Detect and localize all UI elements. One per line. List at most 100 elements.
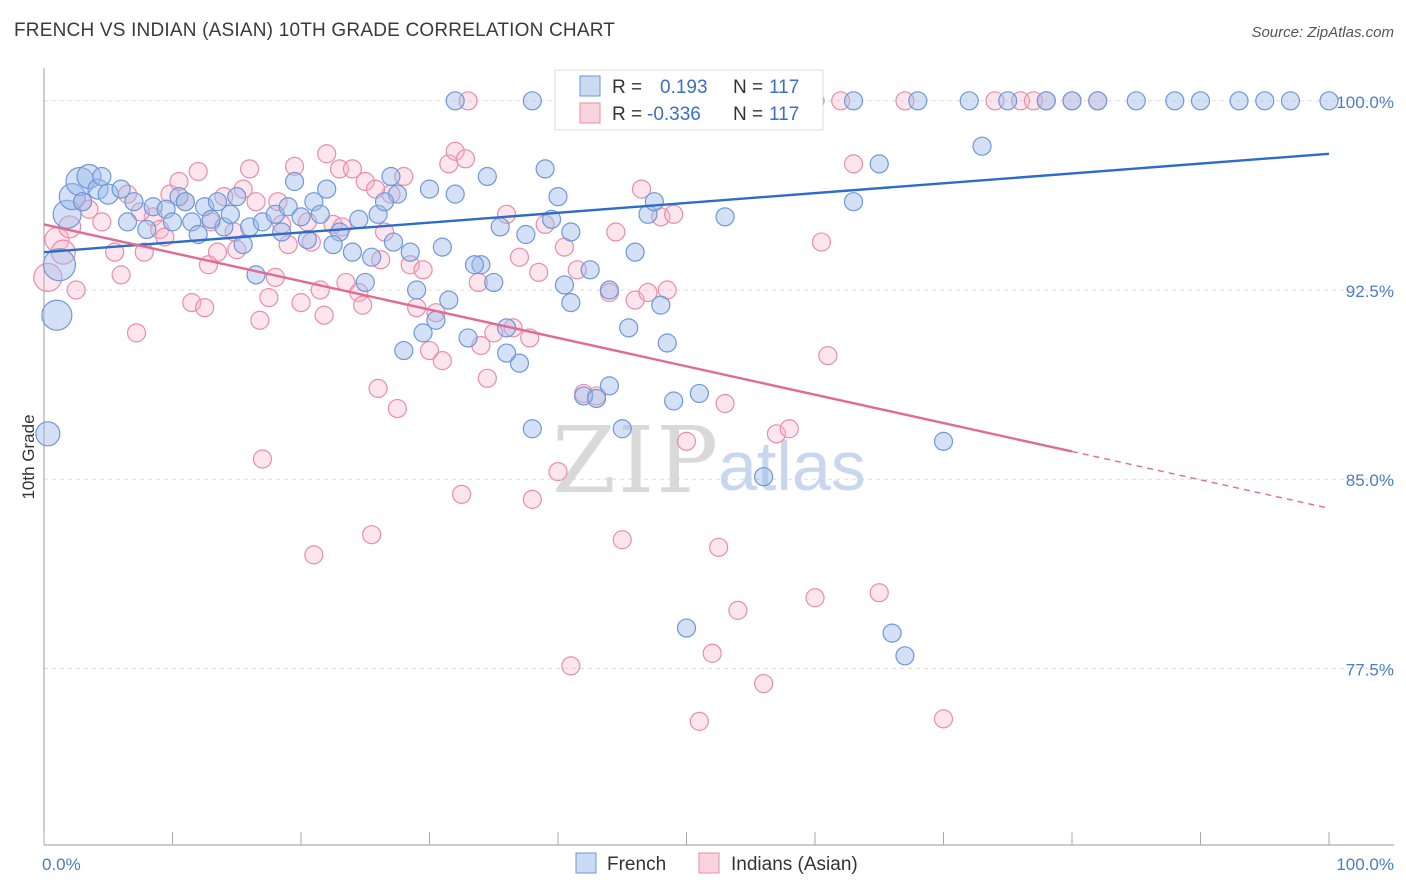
data-point <box>843 91 864 111</box>
data-point <box>387 398 407 419</box>
legend-r-label-french: R = <box>612 77 642 98</box>
data-point <box>291 207 311 227</box>
y-tick-label: 77.5% <box>1346 660 1394 679</box>
data-point <box>92 166 112 187</box>
data-point <box>272 222 292 242</box>
data-point <box>522 489 542 509</box>
data-point <box>657 333 677 353</box>
data-point <box>869 154 889 174</box>
data-point <box>1036 91 1056 111</box>
y-axis-label: 10th Grade <box>19 414 38 499</box>
data-point <box>227 187 247 207</box>
data-point <box>561 222 581 242</box>
data-point <box>162 212 183 232</box>
data-point <box>368 378 388 398</box>
data-point <box>689 711 709 731</box>
series-indians-asian <box>33 91 1108 731</box>
data-point <box>554 275 575 295</box>
data-point <box>599 280 620 300</box>
data-point <box>97 183 119 205</box>
data-point <box>529 262 549 282</box>
data-point <box>535 159 555 179</box>
data-point <box>522 91 542 111</box>
data-point <box>124 192 144 212</box>
data-point <box>455 149 476 169</box>
data-point <box>753 673 774 694</box>
data-point <box>419 179 440 199</box>
data-point <box>342 242 362 262</box>
watermark-zip: ZIP <box>552 407 720 514</box>
data-point <box>182 293 202 313</box>
data-point <box>169 171 189 192</box>
data-point <box>58 183 86 211</box>
data-point <box>586 388 607 409</box>
data-point <box>233 179 253 199</box>
data-point <box>383 232 404 252</box>
data-point <box>394 340 414 361</box>
data-point <box>117 212 138 232</box>
data-point <box>895 646 915 666</box>
legend-r-label-indian: R = <box>612 104 642 125</box>
axes <box>43 68 1394 846</box>
data-point <box>959 91 979 111</box>
data-point <box>130 202 150 222</box>
data-point <box>332 217 352 237</box>
data-point <box>477 166 497 187</box>
data-point <box>246 265 266 285</box>
data-point <box>439 290 459 310</box>
data-point <box>374 192 395 212</box>
data-point <box>452 484 472 504</box>
data-point <box>497 343 517 363</box>
data-point <box>314 305 334 325</box>
data-point <box>304 192 324 212</box>
data-point <box>548 187 568 207</box>
data-point <box>612 419 632 439</box>
data-point <box>638 282 658 303</box>
bottom-legend-label-french: French <box>607 854 666 875</box>
data-point <box>1088 91 1108 111</box>
y-tick-labels: 100.0% 92.5% 85.0% 77.5% <box>1336 93 1394 680</box>
data-point <box>169 187 189 207</box>
legend-swatch-indian <box>579 102 601 124</box>
source-label: Source: ZipAtlas.com <box>1251 24 1394 41</box>
y-tick-label: 85.0% <box>1346 471 1394 490</box>
data-point <box>509 247 530 267</box>
trend-lines <box>43 152 1330 509</box>
data-point <box>471 255 491 275</box>
data-point <box>188 161 208 182</box>
data-point <box>625 242 645 262</box>
data-point <box>1255 91 1275 111</box>
data-point <box>1126 91 1146 111</box>
stats-legend: R = 0.193 N = 117 R = -0.336 N = 117 <box>554 69 824 131</box>
data-point <box>1062 91 1082 111</box>
data-point <box>362 525 382 545</box>
bottom-legend-swatch-french <box>575 852 597 874</box>
data-point <box>111 265 131 285</box>
data-point <box>207 192 228 212</box>
data-point <box>432 351 452 371</box>
data-point <box>843 192 864 212</box>
data-point <box>445 91 465 111</box>
data-point <box>252 449 273 469</box>
data-point <box>278 234 298 255</box>
data-point <box>606 222 626 242</box>
data-point <box>612 530 632 550</box>
data-point <box>664 391 684 411</box>
data-point <box>599 376 620 396</box>
data-point <box>535 214 555 235</box>
trend-line-indian-extension <box>1071 450 1330 509</box>
data-point <box>728 600 748 620</box>
x-tick-label-min: 0.0% <box>42 855 81 874</box>
data-point <box>631 179 652 199</box>
data-point <box>284 156 305 176</box>
data-point <box>644 192 664 212</box>
data-point <box>35 421 61 447</box>
legend-r-value-indian: -0.336 <box>647 104 701 125</box>
data-point <box>541 209 562 229</box>
bottom-legend: French Indians (Asian) <box>575 852 858 875</box>
data-point <box>368 204 388 224</box>
data-point <box>619 318 639 338</box>
data-point <box>715 207 735 227</box>
data-point <box>195 298 215 318</box>
data-point <box>407 280 427 300</box>
